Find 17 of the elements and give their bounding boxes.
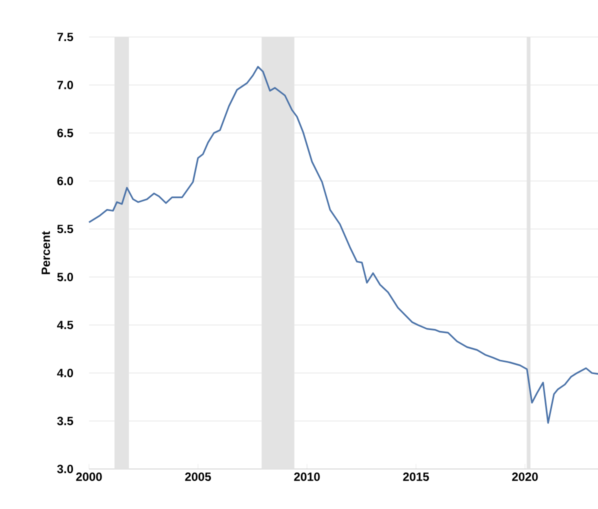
x-tick-label: 2020 xyxy=(512,472,538,481)
y-tick-label: 7.0 xyxy=(57,80,73,90)
y-tick-label: 3.5 xyxy=(57,416,74,426)
y-tick-label: 6.0 xyxy=(57,176,73,186)
y-tick-label: 3.0 xyxy=(57,464,73,474)
y-tick-label: 7.5 xyxy=(57,32,74,42)
x-tick-label: 2000 xyxy=(76,472,102,481)
y-tick-label: 4.0 xyxy=(57,368,73,378)
y-tick-label: 4.5 xyxy=(57,320,74,330)
y-tick-label: 6.5 xyxy=(57,128,74,138)
line-series xyxy=(88,66,598,424)
x-tick-label: 2005 xyxy=(185,472,211,481)
y-axis-title: Percent xyxy=(42,231,50,274)
x-tick-label: 2010 xyxy=(294,472,320,481)
x-tick-label: 2015 xyxy=(403,472,429,481)
y-tick-label: 5.5 xyxy=(57,224,74,234)
y-tick-label: 5.0 xyxy=(57,272,73,282)
